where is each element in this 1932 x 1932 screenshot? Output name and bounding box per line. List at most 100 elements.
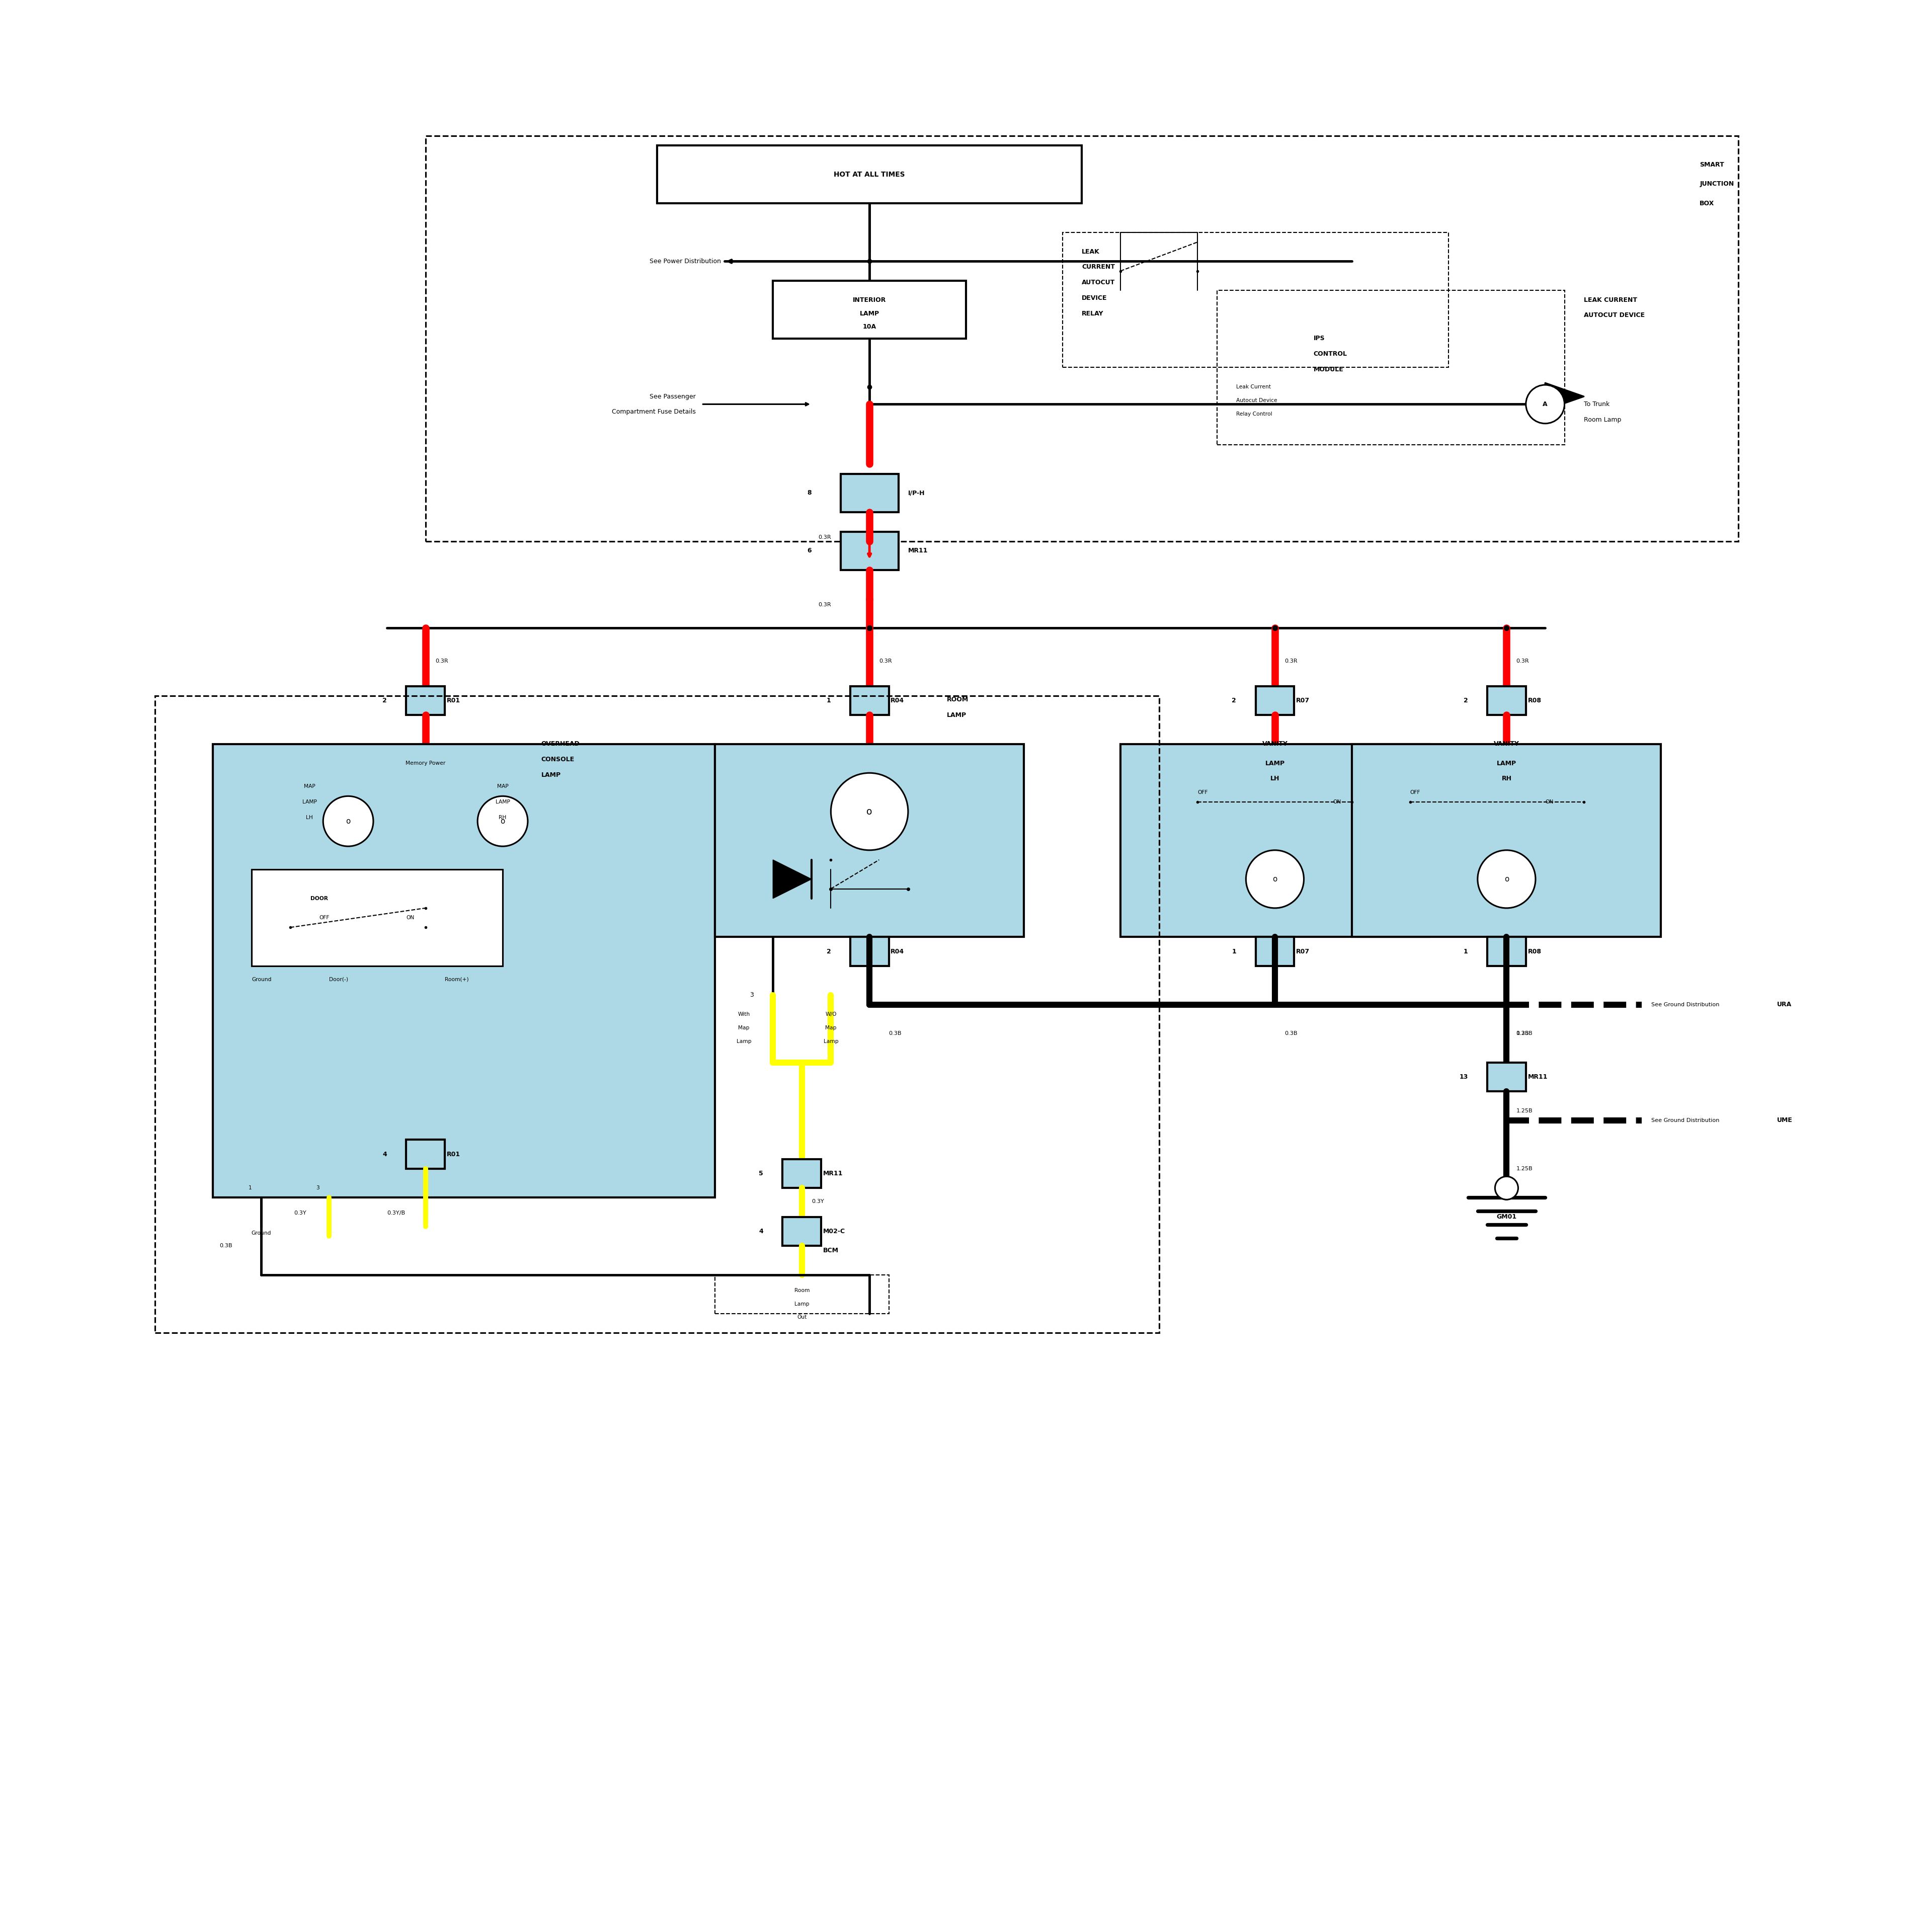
- Text: 6: 6: [808, 547, 811, 554]
- Text: 0.3B: 0.3B: [220, 1244, 232, 1248]
- Text: Map: Map: [738, 1026, 750, 1030]
- Text: BCM: BCM: [823, 1248, 838, 1254]
- Text: INTERIOR: INTERIOR: [852, 298, 887, 303]
- Bar: [1217, 290, 1565, 444]
- Circle shape: [1526, 384, 1565, 423]
- Text: 2: 2: [1233, 697, 1236, 703]
- Text: 0.3Y: 0.3Y: [294, 1211, 305, 1215]
- Bar: [155, 696, 1159, 1333]
- Bar: [782, 1159, 821, 1188]
- Text: 5: 5: [759, 1171, 763, 1177]
- Text: See Ground Distribution: See Ground Distribution: [1652, 1003, 1719, 1007]
- Text: With: With: [738, 1012, 750, 1016]
- Text: LAMP: LAMP: [1497, 759, 1517, 767]
- Text: HOT AT ALL TIMES: HOT AT ALL TIMES: [835, 170, 904, 178]
- Text: ON: ON: [1546, 800, 1553, 804]
- Text: 1: 1: [1464, 949, 1468, 954]
- Text: 0.3R: 0.3R: [435, 659, 448, 663]
- Text: RELAY: RELAY: [1082, 311, 1103, 317]
- Text: Leak Current: Leak Current: [1236, 384, 1271, 390]
- Circle shape: [1246, 850, 1304, 908]
- Text: RH: RH: [498, 815, 506, 819]
- Text: 0.3B: 0.3B: [1285, 1032, 1298, 1036]
- Text: Lamp: Lamp: [823, 1039, 838, 1043]
- Text: 1.25B: 1.25B: [1517, 1032, 1532, 1036]
- Bar: [213, 744, 715, 1198]
- Text: DEVICE: DEVICE: [1082, 296, 1107, 301]
- Text: o: o: [1273, 875, 1277, 883]
- Bar: [715, 744, 1024, 937]
- Polygon shape: [773, 860, 811, 898]
- Text: R07: R07: [1296, 949, 1310, 954]
- Text: 1: 1: [1233, 949, 1236, 954]
- Text: 8: 8: [808, 489, 811, 497]
- Bar: [1121, 744, 1430, 937]
- Circle shape: [477, 796, 527, 846]
- Bar: [406, 1140, 444, 1169]
- Text: o: o: [346, 817, 350, 825]
- Bar: [1488, 686, 1526, 715]
- Text: 0.3Y: 0.3Y: [811, 1200, 825, 1204]
- Text: Ground: Ground: [251, 1231, 270, 1236]
- Text: Lamp: Lamp: [794, 1302, 810, 1306]
- Text: 3: 3: [750, 991, 753, 999]
- Text: JUNCTION: JUNCTION: [1700, 182, 1733, 187]
- Polygon shape: [1546, 383, 1584, 410]
- Text: MR11: MR11: [908, 547, 927, 554]
- Text: UME: UME: [1777, 1117, 1793, 1124]
- Text: Door(-): Door(-): [328, 978, 348, 981]
- Bar: [1256, 937, 1294, 966]
- Text: Lamp: Lamp: [736, 1039, 752, 1043]
- Text: LAMP: LAMP: [860, 311, 879, 317]
- Text: AUTOCUT DEVICE: AUTOCUT DEVICE: [1584, 313, 1644, 319]
- Bar: [715, 1275, 889, 1314]
- Text: o: o: [867, 808, 873, 817]
- Bar: [840, 473, 898, 512]
- Text: VANITY: VANITY: [1493, 740, 1519, 748]
- Text: MODULE: MODULE: [1314, 367, 1343, 373]
- Text: MR11: MR11: [1528, 1074, 1548, 1080]
- Text: 0.3B: 0.3B: [1517, 1032, 1528, 1036]
- Text: 2: 2: [1464, 697, 1468, 703]
- Bar: [850, 686, 889, 715]
- Circle shape: [1478, 850, 1536, 908]
- Text: CURRENT: CURRENT: [1082, 265, 1115, 270]
- Text: Ground: Ground: [251, 978, 272, 981]
- Text: See Power Distribution: See Power Distribution: [649, 259, 721, 265]
- Text: SMART: SMART: [1700, 162, 1723, 168]
- Text: Room: Room: [794, 1289, 810, 1293]
- Bar: [1352, 744, 1662, 937]
- Text: LAMP: LAMP: [541, 771, 560, 779]
- Text: Room Lamp: Room Lamp: [1584, 417, 1621, 423]
- Text: 13: 13: [1459, 1074, 1468, 1080]
- Bar: [251, 869, 502, 966]
- Bar: [1488, 1063, 1526, 1092]
- Text: 3: 3: [315, 1186, 319, 1190]
- Text: OVERHEAD: OVERHEAD: [541, 740, 580, 748]
- Bar: [1256, 686, 1294, 715]
- Text: A: A: [1544, 402, 1548, 408]
- Text: DOOR: DOOR: [311, 896, 328, 900]
- Circle shape: [831, 773, 908, 850]
- Text: 0.3R: 0.3R: [1517, 659, 1528, 663]
- Circle shape: [323, 796, 373, 846]
- Text: 10A: 10A: [864, 325, 877, 330]
- Text: 4: 4: [759, 1229, 763, 1235]
- Text: 1: 1: [249, 1186, 251, 1190]
- Text: LH: LH: [305, 815, 313, 819]
- Text: ON: ON: [1333, 800, 1341, 804]
- Text: 0.3R: 0.3R: [817, 603, 831, 607]
- Text: LH: LH: [1269, 775, 1279, 782]
- Text: ROOM: ROOM: [947, 696, 968, 703]
- Text: IPS: IPS: [1314, 336, 1325, 342]
- Text: I/P-H: I/P-H: [908, 489, 925, 497]
- Text: Memory Power: Memory Power: [406, 761, 446, 765]
- Text: 0.3B: 0.3B: [889, 1032, 902, 1036]
- Text: R07: R07: [1296, 697, 1310, 703]
- Text: Room(+): Room(+): [444, 978, 469, 981]
- Text: R01: R01: [446, 1151, 460, 1157]
- Text: R04: R04: [891, 949, 904, 954]
- Text: VANITY: VANITY: [1262, 740, 1289, 748]
- Text: Out: Out: [798, 1316, 808, 1320]
- Text: 0.3R: 0.3R: [1285, 659, 1298, 663]
